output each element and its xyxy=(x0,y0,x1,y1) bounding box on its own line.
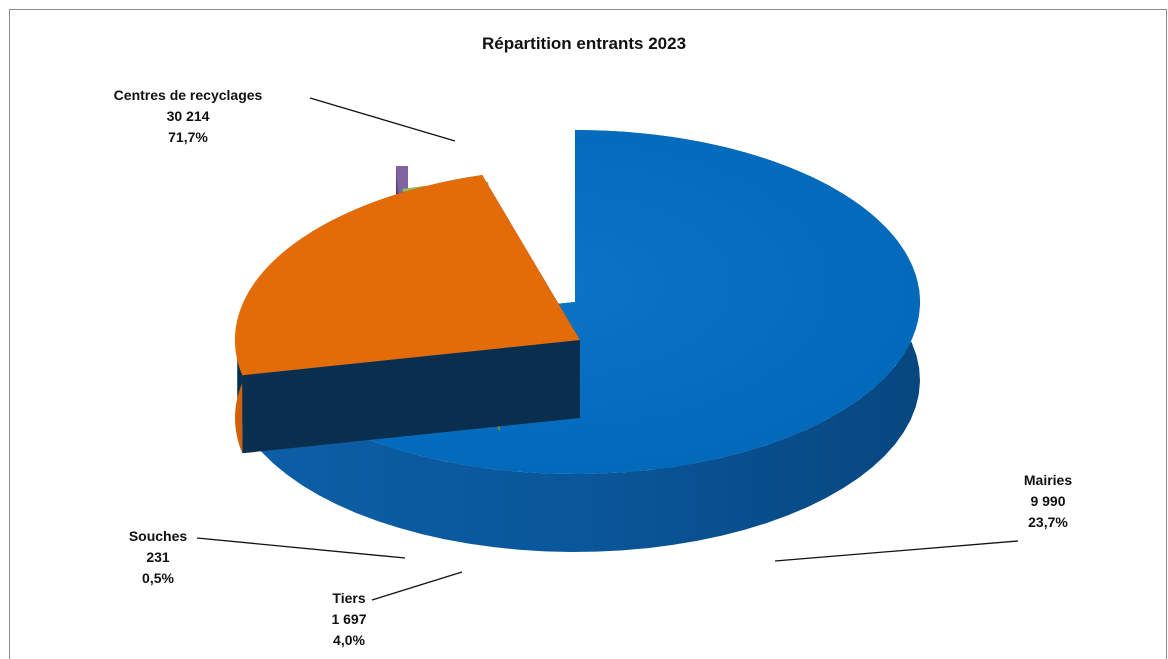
data-percent-souches: 0,5% xyxy=(142,570,174,586)
leader-line-tiers xyxy=(371,571,463,601)
data-label-mairies: Mairies xyxy=(1024,472,1072,488)
data-label-souches: Souches xyxy=(129,528,188,544)
leader-line-mairies xyxy=(774,540,1019,562)
data-label-centres-de-recyclages: Centres de recyclages xyxy=(114,87,263,103)
pie-slice-mairies xyxy=(234,175,580,376)
chart-title: Répartition entrants 2023 xyxy=(481,34,687,53)
data-percent-mairies: 23,7% xyxy=(1028,514,1068,530)
pie-cut-mairies-0 xyxy=(242,340,581,454)
data-percent-centres-de-recyclages: 71,7% xyxy=(168,129,208,145)
data-value-centres-de-recyclages: 30 214 xyxy=(167,108,210,124)
data-percent-tiers: 4,0% xyxy=(333,632,365,648)
data-label-tiers: Tiers xyxy=(332,590,365,606)
leader-line-souches xyxy=(196,537,406,559)
data-value-tiers: 1 697 xyxy=(331,611,366,627)
data-value-souches: 231 xyxy=(146,549,170,565)
data-value-mairies: 9 990 xyxy=(1030,493,1065,509)
leader-line-centres-de-recyclages xyxy=(309,97,456,142)
